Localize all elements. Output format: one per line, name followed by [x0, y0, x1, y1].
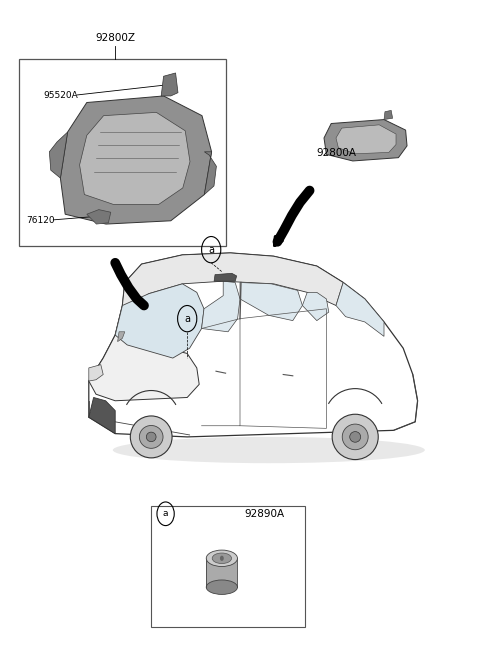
Polygon shape — [89, 335, 199, 401]
Polygon shape — [324, 120, 407, 161]
Ellipse shape — [130, 416, 172, 458]
Polygon shape — [118, 332, 125, 342]
Ellipse shape — [342, 424, 368, 449]
Text: 92890A: 92890A — [245, 509, 285, 519]
Polygon shape — [336, 283, 384, 336]
Polygon shape — [115, 284, 204, 358]
Polygon shape — [89, 397, 115, 434]
Polygon shape — [336, 125, 396, 154]
Polygon shape — [161, 73, 178, 96]
Polygon shape — [240, 283, 302, 321]
Ellipse shape — [139, 426, 163, 448]
Ellipse shape — [350, 432, 360, 442]
Ellipse shape — [332, 415, 378, 460]
Polygon shape — [80, 112, 190, 204]
Polygon shape — [202, 281, 240, 332]
Ellipse shape — [113, 437, 425, 463]
Text: a: a — [184, 313, 190, 324]
Ellipse shape — [146, 432, 156, 442]
Polygon shape — [89, 253, 418, 437]
Polygon shape — [302, 292, 329, 321]
Text: 76120: 76120 — [26, 215, 55, 225]
Ellipse shape — [212, 553, 231, 564]
Polygon shape — [87, 210, 111, 224]
Text: a: a — [163, 509, 168, 518]
Polygon shape — [89, 365, 103, 381]
Ellipse shape — [206, 550, 238, 566]
Polygon shape — [122, 253, 343, 322]
FancyBboxPatch shape — [19, 59, 226, 246]
FancyBboxPatch shape — [206, 558, 238, 587]
Polygon shape — [60, 96, 212, 224]
FancyBboxPatch shape — [151, 506, 305, 627]
Circle shape — [220, 556, 224, 561]
Text: 95520A: 95520A — [43, 91, 78, 100]
Ellipse shape — [206, 580, 238, 595]
Polygon shape — [384, 110, 393, 120]
Text: 92800A: 92800A — [317, 148, 357, 158]
Polygon shape — [49, 132, 68, 178]
Polygon shape — [204, 152, 216, 194]
Text: a: a — [208, 244, 214, 255]
Text: 92800Z: 92800Z — [95, 33, 135, 43]
Polygon shape — [214, 273, 237, 281]
Polygon shape — [115, 306, 132, 335]
